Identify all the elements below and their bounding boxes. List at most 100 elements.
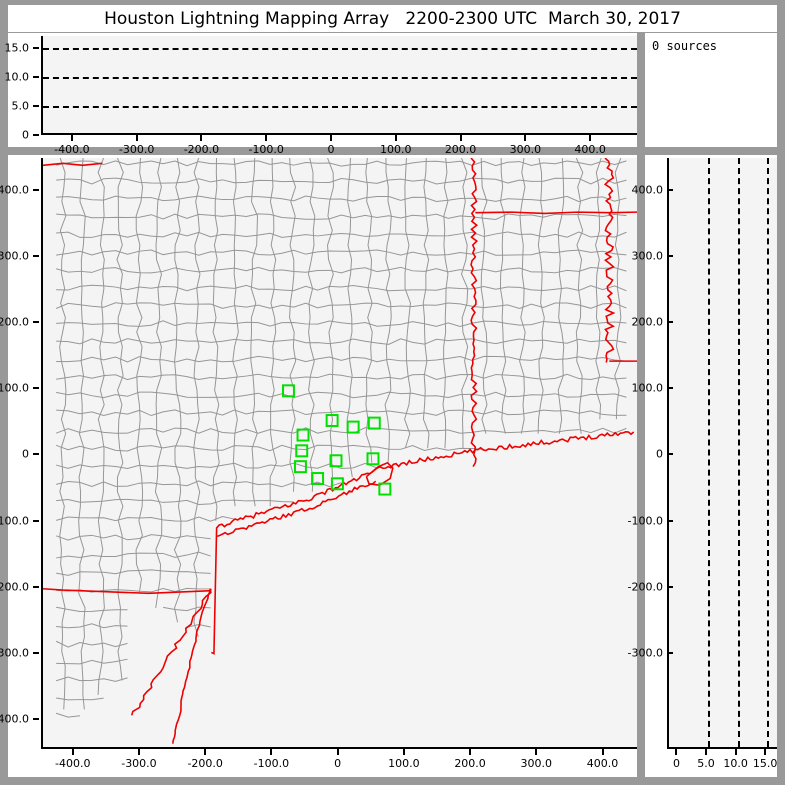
x-tick-label: 0 bbox=[327, 143, 335, 156]
x-tick-mark bbox=[469, 749, 472, 755]
altitude-data-layer bbox=[669, 158, 777, 747]
y-tick-label: 0 bbox=[22, 447, 29, 461]
x-tick-label: 0 bbox=[334, 757, 342, 770]
x-tick-mark bbox=[675, 749, 678, 755]
gridline-x bbox=[767, 158, 770, 747]
x-tick-label: 400.0 bbox=[574, 143, 606, 156]
x-tick-label: 10.0 bbox=[723, 757, 748, 770]
county-line-vertical bbox=[173, 158, 182, 623]
x-tick-label: -300.0 bbox=[118, 143, 155, 156]
lma-station-marker bbox=[293, 460, 307, 474]
sources-panel: 0 sources bbox=[645, 33, 777, 147]
y-tick-label: 15.0 bbox=[4, 41, 30, 55]
time-height-data-layer bbox=[43, 36, 637, 133]
x-tick-mark bbox=[71, 749, 74, 755]
county-line-vertical bbox=[557, 158, 565, 434]
x-tick-mark bbox=[734, 749, 737, 755]
county-line-vertical bbox=[365, 158, 373, 463]
y-tick-mark bbox=[667, 254, 673, 257]
county-line-horizontal bbox=[56, 462, 378, 470]
state-boundaries bbox=[43, 158, 637, 468]
county-line-vertical bbox=[499, 158, 507, 434]
x-tick-mark bbox=[204, 749, 207, 755]
county-line-horizontal bbox=[56, 498, 294, 506]
altitude-plot-area[interactable] bbox=[667, 158, 777, 749]
x-tick-mark bbox=[265, 135, 268, 141]
x-tick-mark bbox=[270, 749, 273, 755]
y-tick-label: -100.0 bbox=[0, 514, 29, 528]
gulf-coastline bbox=[210, 430, 635, 655]
county-line-horizontal bbox=[56, 373, 627, 381]
x-tick-mark bbox=[137, 749, 140, 755]
x-tick-label: -300.0 bbox=[121, 757, 157, 770]
y-tick-label: 5.0 bbox=[11, 99, 30, 113]
x-tick-label: 400.0 bbox=[586, 757, 619, 770]
map-geography-layer bbox=[43, 158, 637, 744]
y-tick-mark bbox=[33, 104, 39, 107]
county-line-horizontal bbox=[56, 697, 104, 701]
county-line-horizontal bbox=[56, 195, 627, 203]
y-tick-label: 0 bbox=[22, 128, 29, 142]
lma-station-marker bbox=[366, 452, 380, 466]
y-tick-mark bbox=[33, 321, 39, 324]
county-line-vertical bbox=[480, 158, 488, 434]
county-line-horizontal bbox=[56, 551, 211, 559]
time-height-panel bbox=[8, 33, 637, 147]
gridline-y bbox=[43, 105, 637, 108]
barrier-islands bbox=[216, 480, 377, 538]
y-tick-mark bbox=[667, 321, 673, 324]
gridline-y bbox=[43, 47, 637, 50]
y-tick-mark bbox=[33, 134, 39, 136]
county-line-horizontal bbox=[56, 320, 627, 327]
county-line-vertical bbox=[614, 158, 622, 420]
plan-view-plot-area[interactable] bbox=[41, 158, 637, 749]
x-tick-mark bbox=[135, 135, 138, 141]
y-tick-mark bbox=[667, 453, 673, 456]
x-tick-label: 200.0 bbox=[444, 143, 477, 156]
y-tick-mark bbox=[667, 519, 673, 522]
county-line-vertical bbox=[212, 158, 220, 521]
y-tick-mark bbox=[33, 453, 39, 456]
county-line-vertical bbox=[154, 158, 163, 608]
county-line-horizontal bbox=[56, 480, 342, 488]
plan-view-map-panel bbox=[8, 155, 637, 777]
gridline-y bbox=[43, 76, 637, 79]
y-tick-label: 400.0 bbox=[631, 183, 664, 197]
coastline bbox=[43, 430, 635, 744]
x-tick-label: 0 bbox=[672, 757, 680, 770]
y-tick-label: -300.0 bbox=[0, 646, 29, 660]
lma-station-marker bbox=[367, 416, 381, 430]
county-line-vertical bbox=[307, 158, 316, 492]
x-tick-mark bbox=[402, 749, 405, 755]
y-tick-label: -200.0 bbox=[627, 580, 663, 594]
y-tick-mark bbox=[667, 387, 673, 390]
y-tick-mark bbox=[667, 188, 673, 191]
time-height-plot-area[interactable] bbox=[41, 36, 637, 135]
county-line-vertical bbox=[575, 158, 584, 434]
lma-station-marker bbox=[325, 414, 339, 427]
y-tick-mark bbox=[33, 519, 39, 522]
county-line-horizontal bbox=[55, 534, 211, 541]
county-line-vertical bbox=[269, 158, 277, 507]
x-tick-mark bbox=[589, 135, 592, 141]
lma-station-marker bbox=[346, 420, 360, 434]
lma-station-marker bbox=[378, 482, 392, 496]
source-count-label: 0 sources bbox=[652, 39, 718, 53]
x-tick-label: 300.0 bbox=[509, 143, 542, 156]
county-line-horizontal bbox=[56, 569, 211, 576]
county-line-vertical bbox=[404, 158, 411, 449]
county-line-vertical bbox=[59, 158, 67, 710]
county-line-horizontal bbox=[55, 302, 627, 310]
county-line-vertical bbox=[78, 158, 86, 710]
y-tick-label: -300.0 bbox=[627, 646, 663, 660]
county-line-vertical bbox=[250, 158, 258, 507]
y-tick-mark bbox=[33, 387, 39, 390]
county-line-horizontal bbox=[56, 515, 235, 522]
y-tick-label: 300.0 bbox=[631, 249, 664, 263]
y-tick-label: 10.0 bbox=[4, 70, 30, 84]
x-tick-mark bbox=[200, 135, 203, 141]
county-line-horizontal bbox=[163, 606, 211, 612]
x-tick-mark bbox=[70, 135, 73, 141]
y-tick-mark bbox=[33, 585, 39, 588]
